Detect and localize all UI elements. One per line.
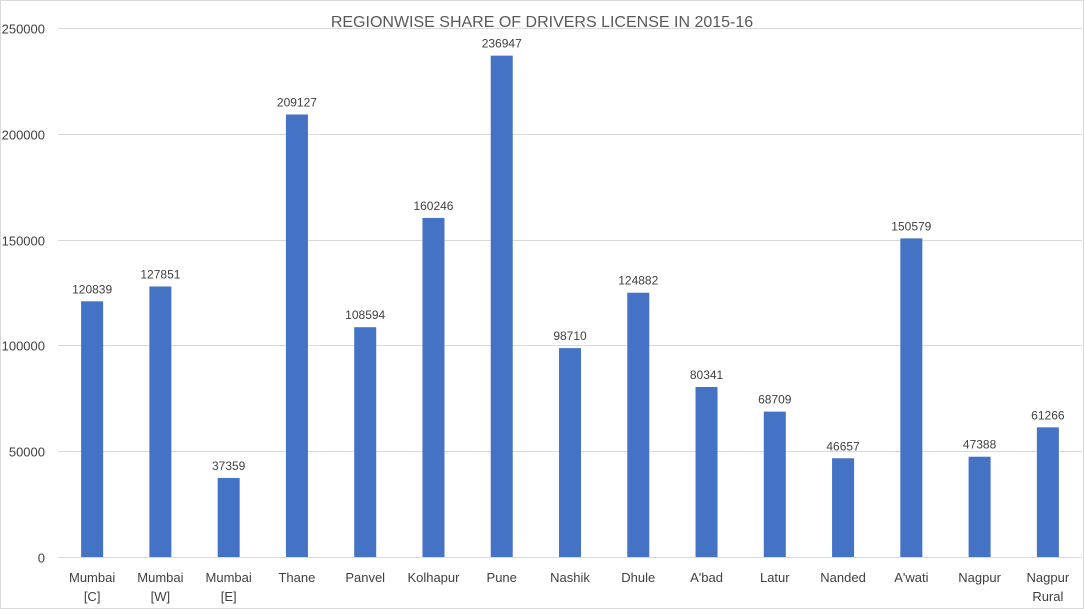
data-labels: 120839 127851 37359 209127 108594 160246 23694… (72, 37, 1065, 473)
data-label: 108594 (345, 308, 385, 322)
data-label: 236947 (482, 37, 522, 51)
data-label: 160246 (413, 199, 453, 213)
bar (285, 114, 308, 557)
bar (217, 477, 240, 557)
data-label: 150579 (891, 219, 931, 233)
y-tick-label: 150000 (2, 234, 45, 249)
y-tick-label: 50000 (9, 445, 45, 460)
bar (900, 238, 923, 558)
data-label: 37359 (212, 459, 246, 473)
gridlines (58, 28, 1082, 558)
y-tick-label: 250000 (2, 22, 45, 37)
data-label: 61266 (1031, 408, 1065, 422)
x-tick-label: Latur (760, 570, 790, 585)
x-tick-label: Panvel (345, 570, 385, 585)
bar (968, 456, 991, 557)
bar (1036, 427, 1059, 557)
chart-title: REGIONWISE SHARE OF DRIVERS LICENSE IN 2… (331, 14, 753, 31)
data-label: 80341 (690, 368, 724, 382)
bar (763, 411, 786, 557)
bar (832, 458, 855, 557)
x-tick-label: Dhule (621, 570, 655, 585)
data-label: 98710 (553, 329, 587, 343)
x-tick-label: Pune (487, 570, 517, 585)
x-tick-label: A'bad (690, 570, 723, 585)
x-tick-label: Mumbai [W] (137, 570, 183, 604)
x-tick-label: Nagpur (958, 570, 1001, 585)
y-tick-label: 100000 (2, 339, 45, 354)
bar (354, 327, 377, 557)
data-label: 46657 (826, 439, 860, 453)
bar (422, 217, 445, 557)
x-tick-label: Thane (278, 570, 315, 585)
y-tick-label: 0 (38, 551, 45, 566)
bar (695, 386, 718, 557)
data-label: 124882 (618, 274, 658, 288)
bar (149, 286, 172, 557)
x-tick-label: Nagpur Rural (1027, 570, 1070, 604)
bar (627, 292, 650, 557)
x-tick-label: Nashik (550, 570, 590, 585)
y-tick-label: 200000 (2, 128, 45, 143)
y-axis-ticks: 0 50000 100000 150000 200000 250000 (2, 22, 45, 566)
bar (81, 301, 104, 557)
x-tick-label: Kolhapur (407, 570, 460, 585)
data-label: 47388 (963, 438, 997, 452)
bar (490, 55, 513, 557)
data-label: 120839 (72, 282, 112, 296)
x-tick-label: A'wati (894, 570, 928, 585)
data-label: 209127 (277, 95, 317, 109)
x-axis-ticks: Mumbai [C] Mumbai [W] Mumbai [E] Thane Panvel Ko… (69, 570, 1070, 604)
x-tick-label: Nanded (820, 570, 866, 585)
x-tick-label: Mumbai [E] (206, 570, 252, 604)
bars (81, 55, 1059, 558)
bar (559, 348, 581, 557)
data-label: 68709 (758, 393, 792, 407)
data-label: 127851 (140, 267, 180, 281)
x-tick-label: Mumbai [C] (69, 570, 115, 604)
